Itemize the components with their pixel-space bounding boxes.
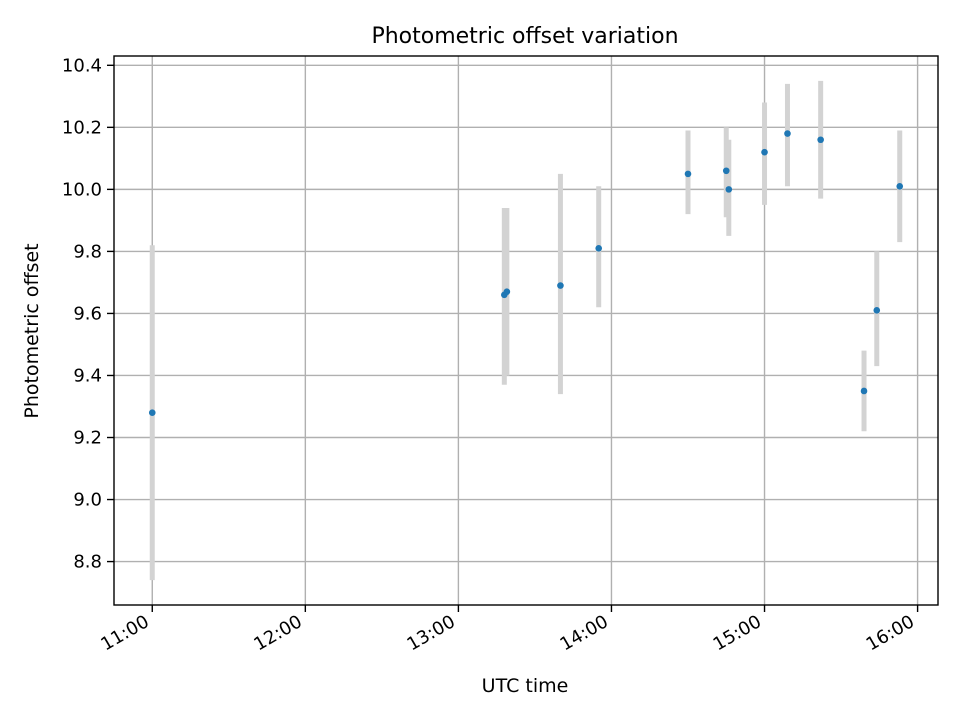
data-point — [860, 387, 868, 395]
x-tick-label: 12:00 — [250, 611, 305, 655]
data-point — [873, 307, 881, 314]
x-axis-label: UTC time — [482, 675, 569, 697]
y-tick-label: 9.2 — [73, 428, 102, 449]
plot-frame — [113, 55, 939, 606]
x-tick-label: 11:00 — [97, 611, 152, 655]
grid-layer — [114, 56, 938, 605]
data-point — [761, 148, 768, 156]
y-axis-label: Photometric offset — [21, 243, 43, 418]
y-tick-label: 10.0 — [62, 179, 102, 200]
y-tick-label: 10.4 — [62, 55, 102, 76]
x-tick-label: 14:00 — [557, 611, 612, 655]
x-tick-label: 15:00 — [710, 611, 765, 655]
y-tick-label: 8.8 — [73, 552, 102, 573]
error-bar-layer — [149, 80, 903, 581]
y-tick-label: 10.2 — [62, 117, 102, 138]
y-tick-label: 9.0 — [73, 490, 102, 511]
data-point — [684, 170, 692, 178]
data-point — [557, 282, 564, 289]
chart-title: Photometric offset variation — [371, 24, 678, 49]
x-tick-label: 16:00 — [863, 611, 918, 655]
x-tick-label: 13:00 — [403, 611, 458, 655]
data-point-layer — [148, 130, 904, 416]
data-point — [595, 245, 603, 252]
data-point — [896, 182, 904, 190]
data-point — [817, 136, 824, 144]
data-point — [148, 409, 156, 416]
y-tick-label: 9.4 — [73, 365, 102, 386]
y-tick-label: 9.6 — [73, 303, 102, 324]
data-point — [503, 288, 511, 296]
y-tick-label: 9.8 — [73, 241, 102, 262]
data-point — [784, 130, 791, 137]
data-point — [722, 167, 730, 175]
data-point — [725, 186, 733, 193]
